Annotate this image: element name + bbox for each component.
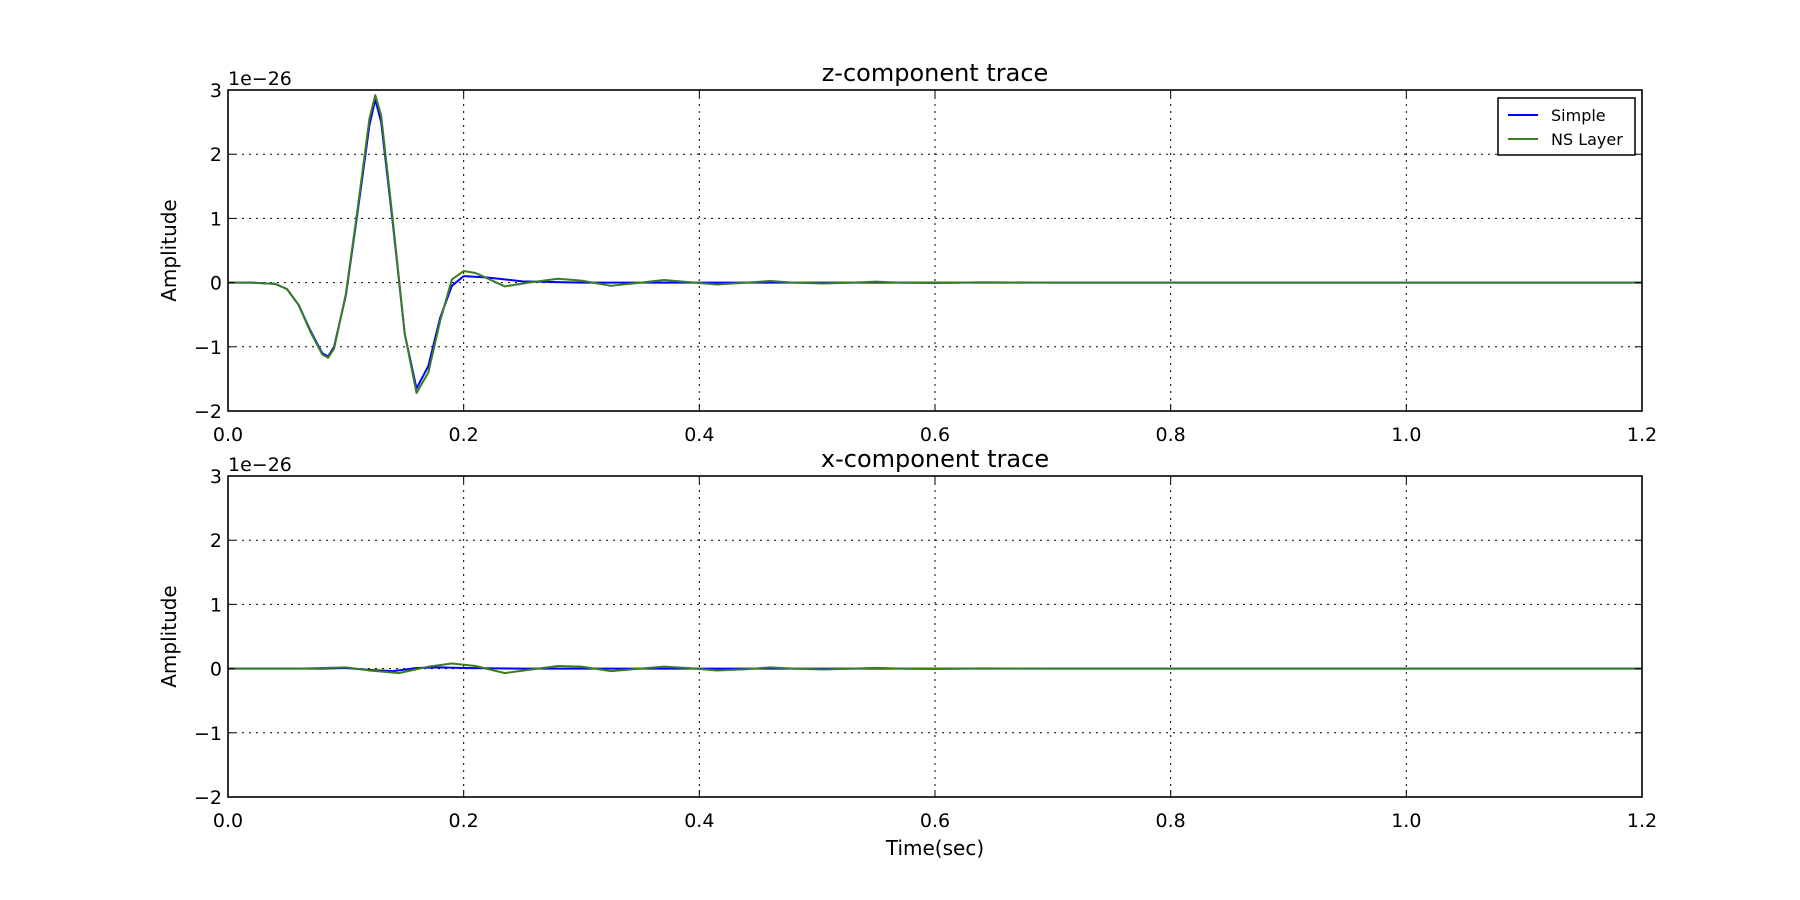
plot-frame — [227, 475, 1643, 798]
axis-offset-text: 1e−26 — [228, 454, 292, 476]
series-line-ns-layer — [228, 94, 1642, 395]
y-tick-label: 2 — [210, 530, 222, 552]
y-tick-label: −2 — [194, 401, 222, 423]
x-tick-label: 0.4 — [684, 810, 714, 832]
plot-frame — [227, 89, 1643, 412]
legend-label: NS Layer — [1551, 130, 1623, 149]
y-tick-label: −2 — [194, 787, 222, 809]
y-axis-label: Amplitude — [157, 585, 181, 688]
series-line-ns-layer — [228, 662, 1642, 675]
chart-panel-2: 0.0 0.2 0.4 0.6 0.8 1.0 1.2 −2 −1 0 1 2 3 1e−26 x-comp… — [157, 445, 1657, 860]
ticks: 0.0 0.2 0.4 0.6 0.8 1.0 1.2 −2 −1 0 1 2 3 — [194, 466, 1657, 832]
y-tick-label: −1 — [194, 723, 222, 745]
x-tick-label: 0.4 — [684, 424, 714, 446]
x-tick-label: 0.8 — [1156, 424, 1186, 446]
y-tick-label: 3 — [210, 466, 222, 488]
y-tick-label: 2 — [210, 144, 222, 166]
y-tick-label: 0 — [210, 659, 222, 681]
y-tick-label: 1 — [210, 208, 222, 230]
series-group — [228, 94, 1642, 395]
chart-title: z-component trace — [822, 59, 1049, 87]
x-tick-label: 0.2 — [449, 810, 479, 832]
ticks: 0.0 0.2 0.4 0.6 0.8 1.0 1.2 −2 −1 0 1 2 3 — [194, 80, 1657, 446]
x-tick-label: 0.0 — [213, 810, 243, 832]
x-axis-label: Time(sec) — [885, 836, 984, 860]
axis-offset-text: 1e−26 — [228, 68, 292, 90]
y-tick-label: 0 — [210, 273, 222, 295]
x-tick-label: 0.6 — [920, 424, 950, 446]
x-tick-label: 0.8 — [1156, 810, 1186, 832]
x-tick-label: 1.2 — [1627, 810, 1657, 832]
grid — [228, 476, 1642, 797]
y-tick-label: −1 — [194, 337, 222, 359]
y-tick-label: 1 — [210, 594, 222, 616]
x-tick-label: 1.2 — [1627, 424, 1657, 446]
y-tick-label: 3 — [210, 80, 222, 102]
x-tick-label: 0.6 — [920, 810, 950, 832]
y-axis-label: Amplitude — [157, 199, 181, 302]
legend: Simple NS Layer — [1497, 97, 1636, 156]
chart-title: x-component trace — [821, 445, 1049, 473]
x-tick-label: 1.0 — [1391, 424, 1421, 446]
x-tick-label: 0.0 — [213, 424, 243, 446]
x-tick-label: 0.2 — [449, 424, 479, 446]
legend-label: Simple — [1551, 106, 1606, 125]
chart-panel-1: 0.0 0.2 0.4 0.6 0.8 1.0 1.2 −2 −1 0 1 2 3 1e−26 z-comp… — [157, 59, 1657, 446]
series-group — [228, 662, 1642, 675]
grid — [228, 90, 1642, 411]
x-tick-label: 1.0 — [1391, 810, 1421, 832]
legend-box — [1497, 97, 1636, 156]
